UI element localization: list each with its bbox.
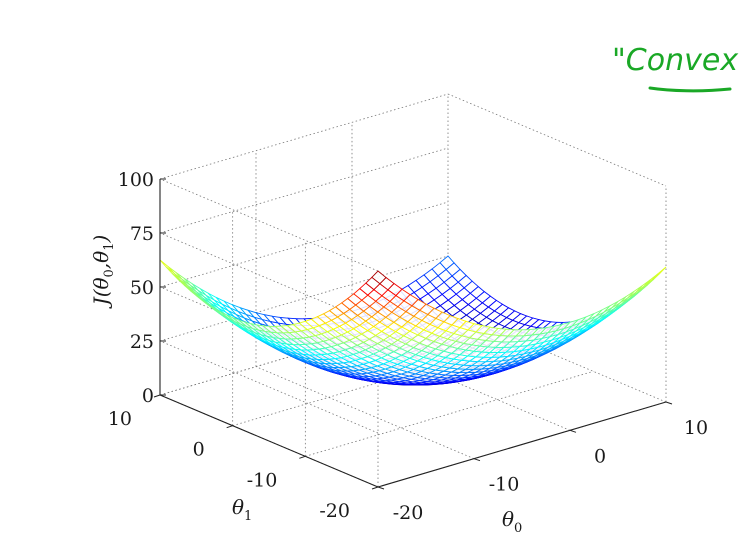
y-tick-mark-1 <box>299 455 306 459</box>
y-tick-label-2: 0 <box>193 439 205 461</box>
x-axis-label: θ0 <box>502 507 522 536</box>
y-tick-mark-3 <box>153 394 161 398</box>
z-tick-label-3: 75 <box>130 223 154 245</box>
x-tick-mark-2 <box>569 429 577 433</box>
convex-annotation: "Convex <box>612 43 738 93</box>
z-tick-label-0: 0 <box>142 385 154 407</box>
y-tick-mark-2 <box>226 425 233 429</box>
z-tick-label-4: 100 <box>118 169 154 191</box>
z-tick-label-2: 50 <box>130 277 154 299</box>
grid-line-15 <box>159 286 379 380</box>
grid-line-16 <box>159 232 379 326</box>
annotation-underline <box>648 86 732 93</box>
x-tick-mark-3 <box>665 401 673 405</box>
y-tick-label-3: 10 <box>108 408 132 430</box>
x-tick-label-1: -10 <box>489 474 520 496</box>
grid-line-19 <box>255 366 475 460</box>
grid-line-17 <box>159 178 379 272</box>
x-tick-mark-0 <box>377 486 385 490</box>
y-axis-line <box>159 394 379 488</box>
y-axis-label: θ1 <box>232 495 252 524</box>
x-tick-label-0: -20 <box>393 502 424 524</box>
grid-line-27 <box>447 93 667 187</box>
grid-line-23 <box>305 370 594 457</box>
z-tick-label-1: 25 <box>130 331 154 353</box>
y-tick-mark-0 <box>371 486 379 490</box>
x-axis-line <box>377 401 667 488</box>
grid-line-14 <box>159 340 379 434</box>
grid-line-6 <box>159 201 449 288</box>
z-axis-label: J(θ0,θ1) <box>89 235 117 310</box>
y-tick-label-0: -20 <box>319 500 350 522</box>
x-tick-label-3: 10 <box>684 417 708 439</box>
x-tick-label-2: 0 <box>594 445 606 467</box>
x-tick-mark-1 <box>473 458 481 462</box>
grid-line-7 <box>159 147 449 234</box>
grid-line-8 <box>159 93 449 180</box>
mesh-cell-0-0 <box>371 270 387 285</box>
surface-mesh <box>159 255 667 386</box>
y-tick-label-1: -10 <box>247 469 278 491</box>
annotation-text: "Convex <box>612 43 738 78</box>
